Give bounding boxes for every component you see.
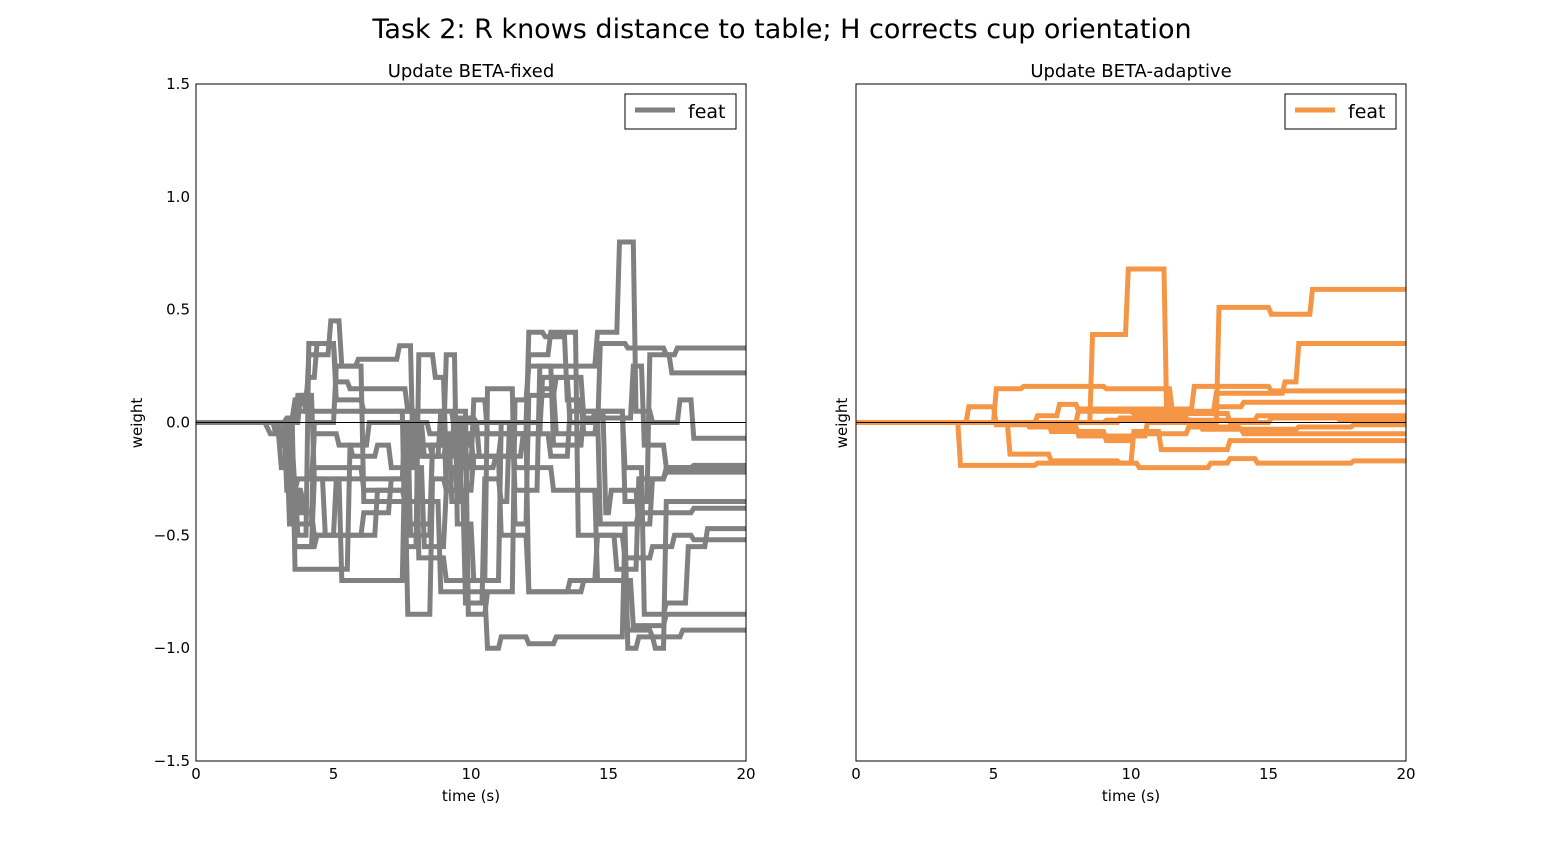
- tick-group: 0 5 10 15 20 1.5 1.0 0.5 0.0 −0.5 −1.0 −1.5: [154, 75, 756, 783]
- y-tick-label: 0.5: [166, 301, 190, 319]
- legend-label: feat: [1348, 101, 1385, 123]
- x-tick-label: 5: [329, 765, 339, 783]
- panel-beta-fixed: Update BETA-fixed time (s) weight 0 5 10 15…: [128, 61, 756, 805]
- x-tick-label: 10: [461, 765, 480, 783]
- legend-label: feat: [688, 101, 725, 123]
- axes-frame: [195, 83, 747, 762]
- x-tick-label: 0: [191, 765, 201, 783]
- legend-box: [624, 93, 737, 130]
- series-line-8: [856, 420, 1406, 439]
- x-tick-label: 5: [989, 765, 999, 783]
- y-axis-label: weight: [128, 398, 146, 449]
- y-tick-label: 1.0: [166, 188, 190, 206]
- x-tick-label: 0: [851, 765, 861, 783]
- x-axis-label: time (s): [1102, 787, 1160, 805]
- x-tick-label: 20: [736, 765, 755, 783]
- series-line-8: [196, 329, 746, 583]
- x-tick-label: 10: [1121, 765, 1140, 783]
- panel-title: Update BETA-adaptive: [1030, 61, 1231, 82]
- legend: feat: [624, 93, 737, 130]
- series-line-3: [856, 420, 1406, 468]
- plot-area: [195, 83, 747, 762]
- series-line-6: [856, 399, 1406, 425]
- y-tick-label: −1.0: [154, 639, 190, 657]
- legend: feat: [1284, 93, 1397, 130]
- x-tick-label: 15: [599, 765, 618, 783]
- y-tick-label: −0.5: [154, 526, 190, 544]
- panel-title: Update BETA-fixed: [388, 61, 555, 82]
- y-tick-label: −1.5: [154, 752, 190, 770]
- x-tick-label: 20: [1396, 765, 1415, 783]
- series-line-3: [196, 352, 746, 606]
- figure-title: Task 2: R knows distance to table; H cor…: [371, 14, 1191, 45]
- y-axis-label: weight: [833, 398, 851, 449]
- series-line-5: [856, 420, 1406, 471]
- series-line-2: [856, 341, 1406, 425]
- series-line-12: [196, 374, 746, 538]
- axes-frame: [855, 83, 1407, 762]
- panel-beta-adaptive: Update BETA-adaptive time (s) weight 0 5 1…: [833, 61, 1416, 805]
- x-tick-label: 15: [1259, 765, 1278, 783]
- series-line-10: [856, 413, 1406, 425]
- series-line-7: [196, 239, 746, 493]
- y-tick-label: 0.0: [166, 414, 190, 432]
- tick-group: 0 5 10 15 20: [851, 83, 1416, 783]
- x-axis-label: time (s): [442, 787, 500, 805]
- plot-area: [855, 83, 1407, 762]
- y-tick-label: 1.5: [166, 75, 190, 93]
